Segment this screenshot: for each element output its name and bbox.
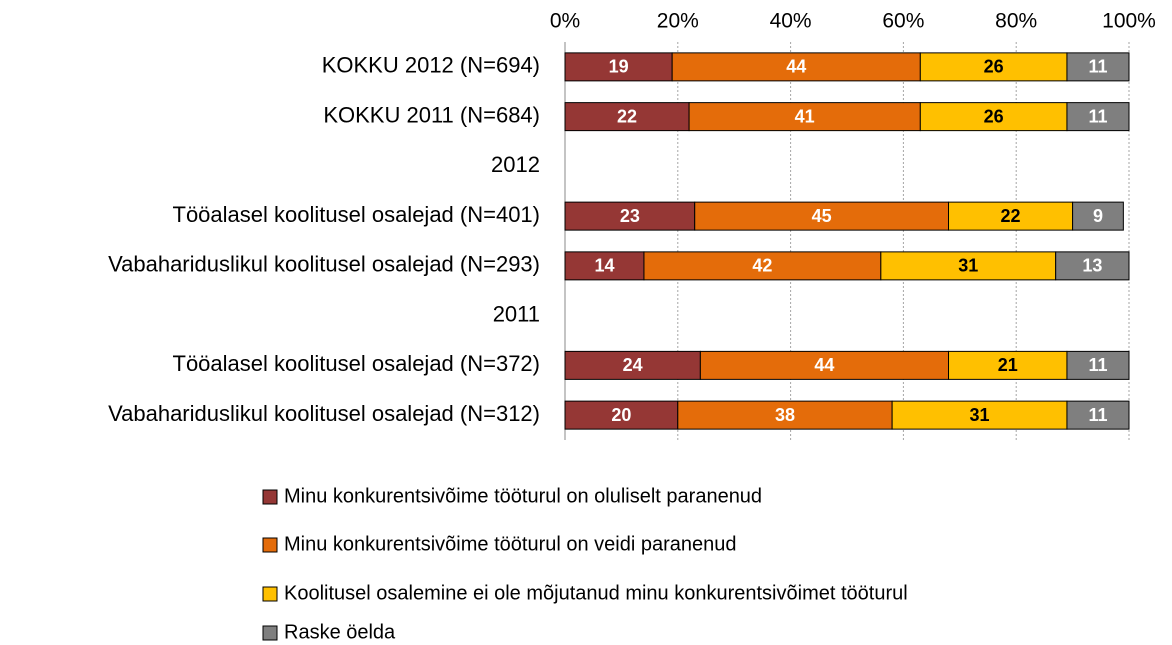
x-tick-label: 40% — [770, 10, 812, 33]
value-label: 24 — [623, 355, 643, 375]
legend-label: Minu konkurentsivõime tööturul on veidi … — [284, 533, 737, 555]
bar-segment — [891, 400, 1068, 430]
value-label: 11 — [1088, 405, 1107, 425]
value-label: 9 — [1093, 206, 1103, 226]
bar-segment — [1055, 251, 1130, 281]
legend-label: Koolitusel osalemine ei ole mõjutanud mi… — [284, 582, 908, 604]
bar-segment — [919, 52, 1068, 82]
value-label: 31 — [958, 256, 978, 276]
value-label: 20 — [611, 405, 631, 425]
value-label: 41 — [795, 106, 815, 126]
y-tick-label: KOKKU 2011 (N=684) — [323, 102, 540, 127]
x-tick-label: 20% — [657, 10, 699, 33]
value-label: 44 — [814, 355, 834, 375]
legend-label: Minu konkurentsivõime tööturul on olulis… — [284, 485, 762, 507]
bar-segment — [1072, 201, 1124, 231]
bar-segment — [1066, 350, 1130, 380]
legend-swatch — [262, 586, 278, 602]
bar-segment — [671, 52, 921, 82]
bar-segment — [564, 201, 696, 231]
bar-segment — [564, 251, 645, 281]
value-label: 21 — [998, 355, 1018, 375]
y-tick-label: KOKKU 2012 (N=694) — [322, 53, 540, 78]
value-label: 11 — [1088, 355, 1107, 375]
bar-segment — [699, 350, 950, 380]
value-label: 44 — [786, 57, 806, 77]
x-tick-label: 0% — [550, 10, 580, 33]
x-tick-label: 60% — [882, 10, 924, 33]
value-label: 22 — [617, 106, 637, 126]
y-tick-label: Tööalasel koolitusel osalejad (N=401) — [173, 202, 541, 227]
x-tick-label: 80% — [995, 10, 1037, 33]
y-tick-label: Vabahariduslikul koolitusel osalejad (N=… — [108, 252, 540, 277]
legend-swatch — [262, 537, 278, 553]
legend-swatch — [262, 625, 278, 641]
value-label: 26 — [984, 57, 1004, 77]
bar-segment — [1066, 400, 1130, 430]
value-label: 31 — [970, 405, 990, 425]
value-label: 42 — [752, 256, 772, 276]
value-label: 11 — [1088, 106, 1107, 126]
value-label: 11 — [1088, 57, 1107, 77]
legend-label: Raske öelda — [284, 621, 396, 643]
bar-segment — [564, 400, 679, 430]
value-label: 22 — [1001, 206, 1021, 226]
value-label: 13 — [1082, 256, 1102, 276]
legend-swatch — [262, 489, 278, 505]
y-tick-label: 2012 — [491, 152, 540, 177]
value-label: 38 — [775, 405, 795, 425]
bar-segment — [880, 251, 1057, 281]
value-label: 26 — [984, 106, 1004, 126]
value-label: 14 — [594, 256, 614, 276]
bar-segment — [1066, 52, 1130, 82]
bar-segment — [564, 350, 701, 380]
value-label: 23 — [620, 206, 640, 226]
y-tick-label: 2011 — [493, 301, 540, 326]
value-label: 19 — [609, 57, 629, 77]
bar-segment — [948, 201, 1074, 231]
y-tick-label: Tööalasel koolitusel osalejad (N=372) — [173, 351, 541, 376]
bar-segment — [643, 251, 882, 281]
x-tick-label: 100% — [1102, 10, 1156, 33]
bar-segment — [688, 102, 921, 132]
value-label: 45 — [812, 206, 832, 226]
bar-segment — [1066, 102, 1130, 132]
bar-segment — [694, 201, 950, 231]
bar-segment — [948, 350, 1068, 380]
y-tick-label: Vabahariduslikul koolitusel osalejad (N=… — [108, 401, 540, 426]
